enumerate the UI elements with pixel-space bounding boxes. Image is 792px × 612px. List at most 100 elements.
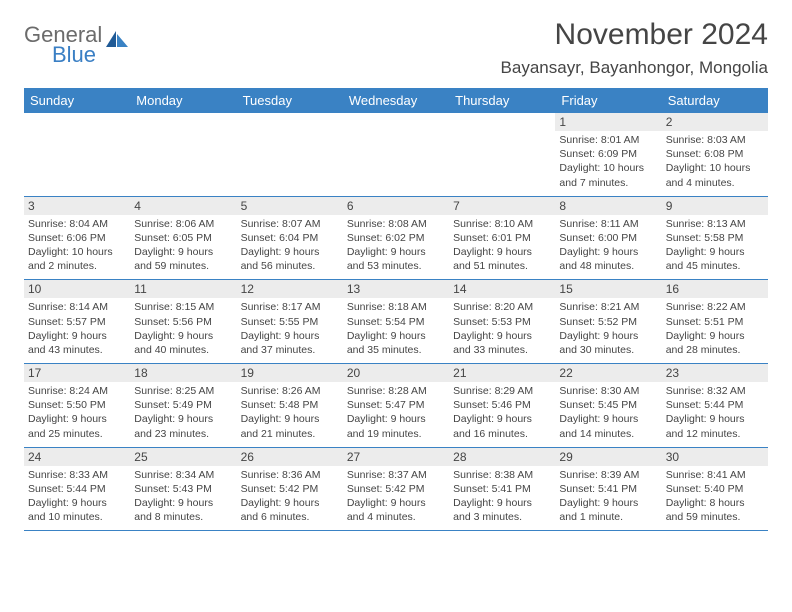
day-cell: 23 Sunrise: 8:32 AMSunset: 5:44 PMDayligh…	[662, 364, 768, 447]
date-number: 11	[130, 280, 236, 298]
date-number: 30	[662, 448, 768, 466]
day-info: Sunrise: 8:37 AMSunset: 5:42 PMDaylight:…	[347, 468, 445, 525]
sail-icon	[106, 31, 128, 47]
date-number: 4	[130, 197, 236, 215]
day-info: Sunrise: 8:22 AMSunset: 5:51 PMDaylight:…	[666, 300, 764, 357]
day-cell: 28 Sunrise: 8:38 AMSunset: 5:41 PMDayligh…	[449, 448, 555, 531]
day-info: Sunrise: 8:34 AMSunset: 5:43 PMDaylight:…	[134, 468, 232, 525]
day-info: Sunrise: 8:06 AMSunset: 6:05 PMDaylight:…	[134, 217, 232, 274]
date-number: 12	[237, 280, 343, 298]
date-number: 23	[662, 364, 768, 382]
day-info: Sunrise: 8:26 AMSunset: 5:48 PMDaylight:…	[241, 384, 339, 441]
day-info: Sunrise: 8:33 AMSunset: 5:44 PMDaylight:…	[28, 468, 126, 525]
day-cell	[343, 113, 449, 196]
date-number: 19	[237, 364, 343, 382]
day-cell: 25 Sunrise: 8:34 AMSunset: 5:43 PMDayligh…	[130, 448, 236, 531]
day-header: Monday	[130, 88, 236, 113]
date-number: 16	[662, 280, 768, 298]
date-number: 25	[130, 448, 236, 466]
day-header: Tuesday	[237, 88, 343, 113]
week-row: 10 Sunrise: 8:14 AMSunset: 5:57 PMDayligh…	[24, 280, 768, 364]
day-cell: 10 Sunrise: 8:14 AMSunset: 5:57 PMDayligh…	[24, 280, 130, 363]
day-info: Sunrise: 8:24 AMSunset: 5:50 PMDaylight:…	[28, 384, 126, 441]
day-info: Sunrise: 8:20 AMSunset: 5:53 PMDaylight:…	[453, 300, 551, 357]
day-cell: 8 Sunrise: 8:11 AMSunset: 6:00 PMDaylight…	[555, 197, 661, 280]
date-number: 22	[555, 364, 661, 382]
day-info: Sunrise: 8:13 AMSunset: 5:58 PMDaylight:…	[666, 217, 764, 274]
day-info: Sunrise: 8:17 AMSunset: 5:55 PMDaylight:…	[241, 300, 339, 357]
day-cell: 7 Sunrise: 8:10 AMSunset: 6:01 PMDaylight…	[449, 197, 555, 280]
date-number: 1	[555, 113, 661, 131]
date-number: 20	[343, 364, 449, 382]
day-info: Sunrise: 8:25 AMSunset: 5:49 PMDaylight:…	[134, 384, 232, 441]
date-number: 27	[343, 448, 449, 466]
day-cell: 20 Sunrise: 8:28 AMSunset: 5:47 PMDayligh…	[343, 364, 449, 447]
week-row: 1 Sunrise: 8:01 AMSunset: 6:09 PMDaylight…	[24, 113, 768, 197]
day-cell: 4 Sunrise: 8:06 AMSunset: 6:05 PMDaylight…	[130, 197, 236, 280]
logo: General Blue	[24, 24, 128, 66]
date-number: 29	[555, 448, 661, 466]
week-row: 17Sunrise: 8:24 AMSunset: 5:50 PMDayligh…	[24, 364, 768, 448]
week-row: 24 Sunrise: 8:33 AMSunset: 5:44 PMDayligh…	[24, 448, 768, 532]
date-number: 13	[343, 280, 449, 298]
day-info: Sunrise: 8:07 AMSunset: 6:04 PMDaylight:…	[241, 217, 339, 274]
day-info: Sunrise: 8:36 AMSunset: 5:42 PMDaylight:…	[241, 468, 339, 525]
day-cell: 12 Sunrise: 8:17 AMSunset: 5:55 PMDayligh…	[237, 280, 343, 363]
day-info: Sunrise: 8:32 AMSunset: 5:44 PMDaylight:…	[666, 384, 764, 441]
day-cell: 27 Sunrise: 8:37 AMSunset: 5:42 PMDayligh…	[343, 448, 449, 531]
day-cell: 1 Sunrise: 8:01 AMSunset: 6:09 PMDaylight…	[555, 113, 661, 196]
day-info: Sunrise: 8:10 AMSunset: 6:01 PMDaylight:…	[453, 217, 551, 274]
calendar: SundayMondayTuesdayWednesdayThursdayFrid…	[24, 88, 768, 531]
day-info: Sunrise: 8:14 AMSunset: 5:57 PMDaylight:…	[28, 300, 126, 357]
day-info: Sunrise: 8:30 AMSunset: 5:45 PMDaylight:…	[559, 384, 657, 441]
day-cell: 30Sunrise: 8:41 AMSunset: 5:40 PMDayligh…	[662, 448, 768, 531]
date-number: 7	[449, 197, 555, 215]
date-number: 28	[449, 448, 555, 466]
date-number: 6	[343, 197, 449, 215]
day-header: Sunday	[24, 88, 130, 113]
day-cell: 9 Sunrise: 8:13 AMSunset: 5:58 PMDaylight…	[662, 197, 768, 280]
day-info: Sunrise: 8:39 AMSunset: 5:41 PMDaylight:…	[559, 468, 657, 525]
day-info: Sunrise: 8:18 AMSunset: 5:54 PMDaylight:…	[347, 300, 445, 357]
day-cell: 22 Sunrise: 8:30 AMSunset: 5:45 PMDayligh…	[555, 364, 661, 447]
day-header: Wednesday	[343, 88, 449, 113]
day-info: Sunrise: 8:03 AMSunset: 6:08 PMDaylight:…	[666, 133, 764, 190]
page-title: November 2024	[501, 18, 768, 52]
location: Bayansayr, Bayanhongor, Mongolia	[501, 58, 768, 78]
date-number: 24	[24, 448, 130, 466]
day-header: Thursday	[449, 88, 555, 113]
day-cell	[449, 113, 555, 196]
day-cell: 14 Sunrise: 8:20 AMSunset: 5:53 PMDayligh…	[449, 280, 555, 363]
date-number: 18	[130, 364, 236, 382]
day-cell	[24, 113, 130, 196]
day-cell: 13 Sunrise: 8:18 AMSunset: 5:54 PMDayligh…	[343, 280, 449, 363]
day-info: Sunrise: 8:28 AMSunset: 5:47 PMDaylight:…	[347, 384, 445, 441]
day-cell: 16 Sunrise: 8:22 AMSunset: 5:51 PMDayligh…	[662, 280, 768, 363]
day-cell: 5 Sunrise: 8:07 AMSunset: 6:04 PMDaylight…	[237, 197, 343, 280]
day-cell: 19 Sunrise: 8:26 AMSunset: 5:48 PMDayligh…	[237, 364, 343, 447]
date-number: 8	[555, 197, 661, 215]
day-info: Sunrise: 8:15 AMSunset: 5:56 PMDaylight:…	[134, 300, 232, 357]
date-number: 15	[555, 280, 661, 298]
day-cell: 18 Sunrise: 8:25 AMSunset: 5:49 PMDayligh…	[130, 364, 236, 447]
week-row: 3Sunrise: 8:04 AMSunset: 6:06 PMDaylight…	[24, 197, 768, 281]
day-cell	[237, 113, 343, 196]
header: General Blue November 2024 Bayansayr, Ba…	[24, 18, 768, 78]
day-info: Sunrise: 8:01 AMSunset: 6:09 PMDaylight:…	[559, 133, 657, 190]
date-number: 26	[237, 448, 343, 466]
day-info: Sunrise: 8:38 AMSunset: 5:41 PMDaylight:…	[453, 468, 551, 525]
day-info: Sunrise: 8:08 AMSunset: 6:02 PMDaylight:…	[347, 217, 445, 274]
day-info: Sunrise: 8:21 AMSunset: 5:52 PMDaylight:…	[559, 300, 657, 357]
date-number: 10	[24, 280, 130, 298]
date-number: 5	[237, 197, 343, 215]
day-cell: 17Sunrise: 8:24 AMSunset: 5:50 PMDayligh…	[24, 364, 130, 447]
date-number: 3	[24, 197, 130, 215]
day-info: Sunrise: 8:11 AMSunset: 6:00 PMDaylight:…	[559, 217, 657, 274]
date-number: 9	[662, 197, 768, 215]
date-number: 14	[449, 280, 555, 298]
day-cell: 3Sunrise: 8:04 AMSunset: 6:06 PMDaylight…	[24, 197, 130, 280]
logo-word-2: Blue	[52, 44, 102, 66]
day-headers-row: SundayMondayTuesdayWednesdayThursdayFrid…	[24, 88, 768, 113]
day-header: Saturday	[662, 88, 768, 113]
day-cell: 11 Sunrise: 8:15 AMSunset: 5:56 PMDayligh…	[130, 280, 236, 363]
